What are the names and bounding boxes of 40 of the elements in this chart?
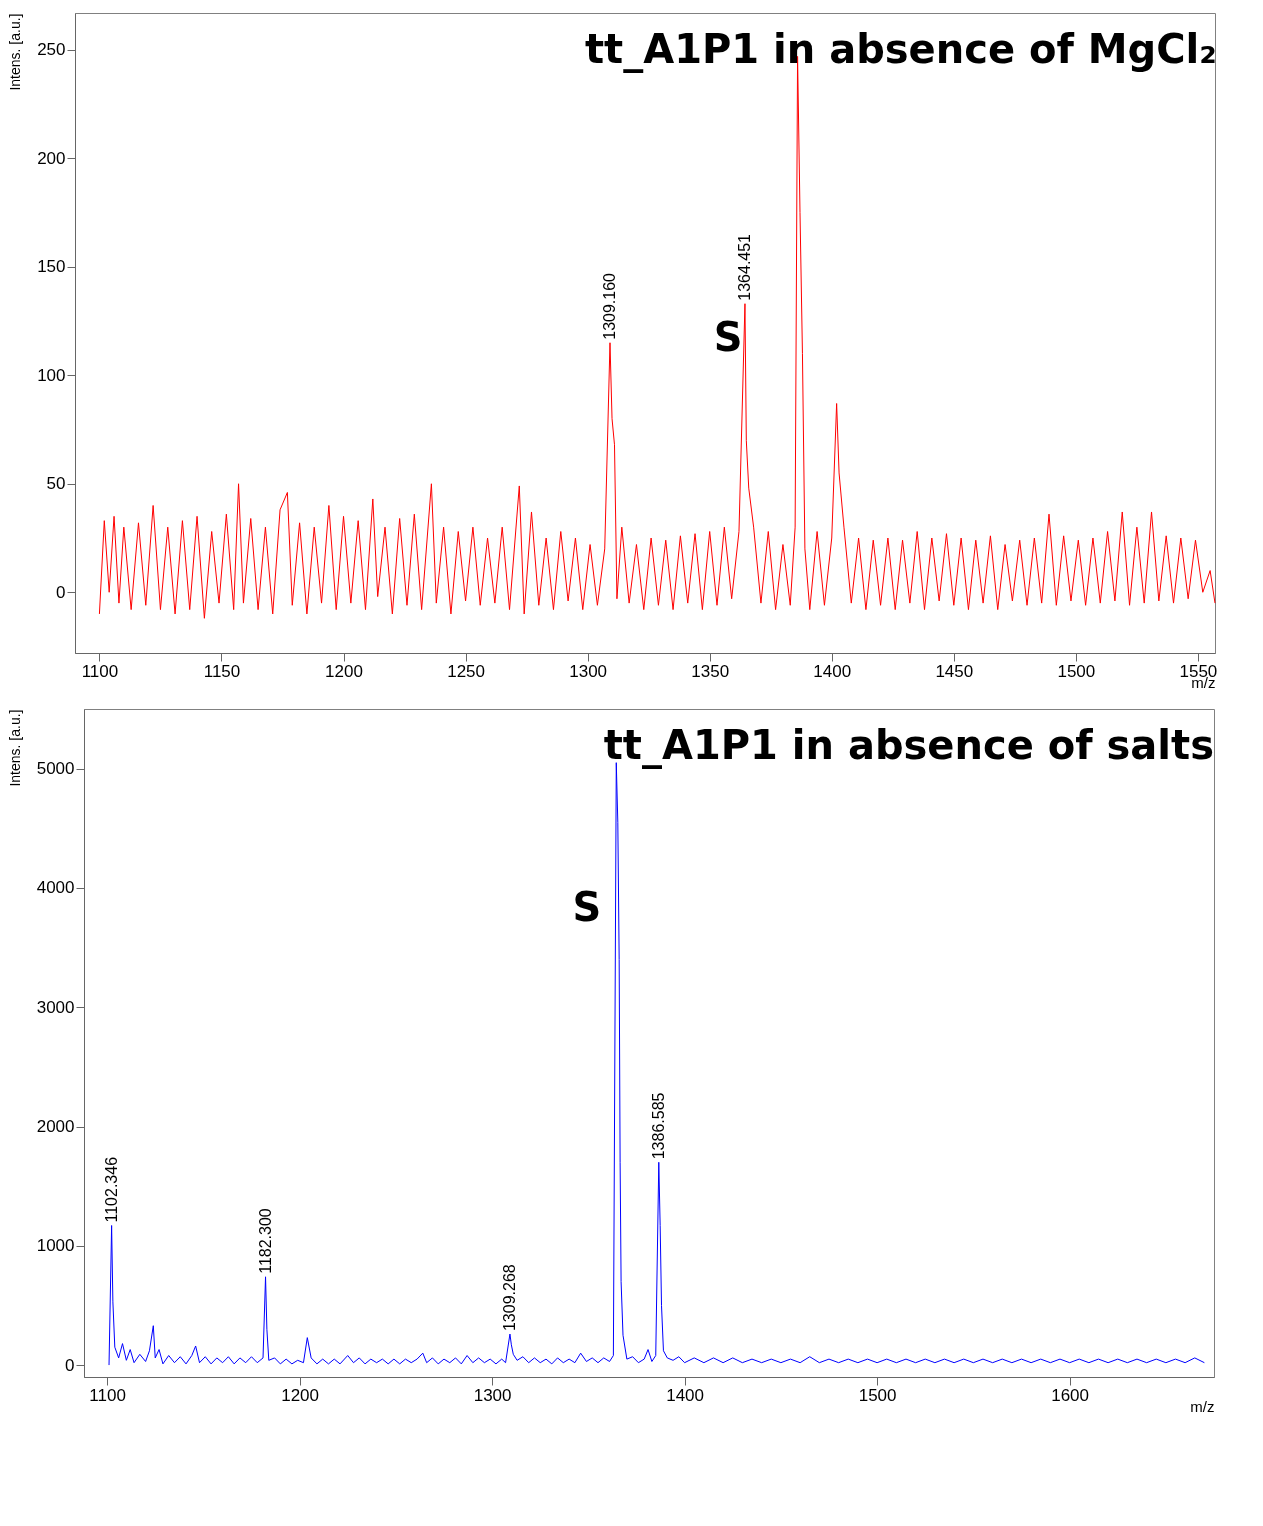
x-tick-label: 1100 — [89, 1385, 126, 1405]
annotation: 1386.585 — [649, 1092, 667, 1160]
x-tick-label: 1350 — [691, 661, 730, 681]
y-tick-label: 200 — [37, 148, 66, 168]
x-tick-label: 1400 — [666, 1385, 705, 1405]
y-tick-label: 0 — [56, 582, 66, 602]
chart-title: tt_A1P1 in absence of MgCl₂ — [584, 26, 1217, 73]
x-tick-label: 1200 — [325, 661, 363, 681]
x-tick-label: 1250 — [447, 661, 485, 681]
chart-title: tt_A1P1 in absence of salts — [603, 722, 1214, 769]
annotation: 1309.160 — [600, 272, 618, 340]
y-tick-label: 0 — [65, 1355, 75, 1375]
x-axis-title: m/z — [1190, 1397, 1215, 1415]
y-axis-title: Intens. [a.u.] — [7, 13, 24, 91]
y-tick-label: 50 — [46, 474, 66, 494]
y-tick-label: 5000 — [36, 759, 75, 779]
x-tick-label: 1400 — [813, 661, 852, 681]
y-tick-label: 3000 — [36, 997, 75, 1017]
x-tick-label: 1150 — [203, 661, 241, 681]
annotation: 1309.268 — [500, 1264, 518, 1332]
x-tick-label: 1100 — [81, 661, 119, 681]
y-tick-label: 4000 — [36, 878, 75, 898]
annotation: 1182.300 — [256, 1208, 274, 1274]
x-tick-label: 1500 — [1057, 661, 1096, 681]
y-tick-label: 250 — [37, 40, 66, 60]
x-tick-label: 1200 — [281, 1385, 320, 1405]
y-tick-label: 1000 — [36, 1236, 75, 1256]
annotation: S — [572, 884, 602, 931]
x-tick-label: 1300 — [473, 1385, 512, 1405]
annotation: 1364.451 — [735, 233, 753, 301]
x-tick-label: 1300 — [569, 661, 608, 681]
y-tick-label: 150 — [37, 257, 66, 277]
annotation: S — [713, 314, 743, 361]
y-tick-label: 2000 — [36, 1117, 75, 1136]
y-axis-title: Intens. [a.u.] — [6, 709, 23, 787]
y-tick-label: 100 — [37, 365, 66, 385]
x-tick-label: 1500 — [858, 1385, 897, 1405]
annotation: 1102.346 — [102, 1156, 120, 1223]
x-tick-label: 1450 — [935, 661, 974, 681]
x-tick-label: 1600 — [1051, 1385, 1090, 1405]
